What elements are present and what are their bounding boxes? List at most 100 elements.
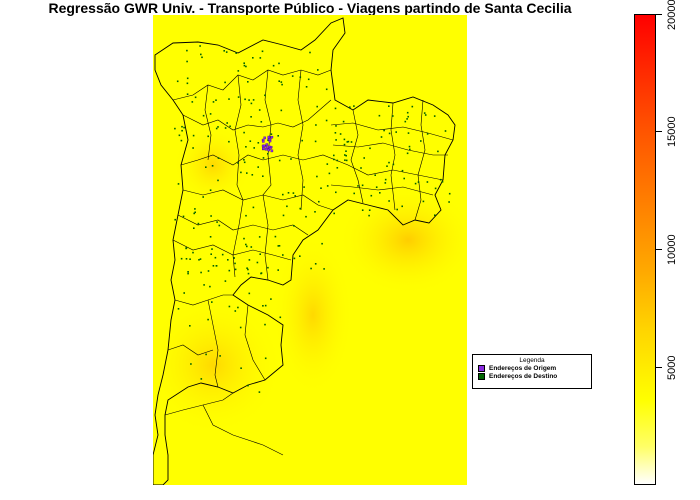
destination-point <box>383 129 385 132</box>
destination-point <box>361 184 364 187</box>
destination-point <box>210 215 212 217</box>
destination-point <box>245 65 247 68</box>
destination-point <box>177 183 180 185</box>
destination-point <box>237 96 240 98</box>
destination-point <box>237 70 240 72</box>
destination-point <box>353 192 355 195</box>
destination-point <box>202 114 205 117</box>
destination-point <box>192 134 195 137</box>
destination-point <box>227 259 229 261</box>
destination-point <box>444 130 447 132</box>
destination-point <box>370 194 373 197</box>
destination-point <box>336 159 339 162</box>
destination-point <box>248 259 251 261</box>
destination-point <box>301 139 303 142</box>
destination-point <box>199 45 201 47</box>
destination-point <box>243 237 245 240</box>
green-square-icon <box>478 373 485 380</box>
destination-point <box>423 112 426 114</box>
destination-point <box>339 133 342 135</box>
destination-point <box>258 391 261 393</box>
district-boundaries <box>164 69 454 456</box>
destination-point <box>309 51 311 54</box>
destination-point <box>277 245 280 247</box>
destination-point <box>185 247 187 250</box>
destination-point <box>408 145 411 148</box>
destination-point <box>186 82 189 85</box>
destination-point <box>406 118 408 120</box>
destination-point <box>239 326 242 329</box>
origin-point <box>264 148 268 151</box>
destination-point <box>223 50 225 52</box>
destination-point <box>250 246 253 248</box>
destination-point <box>287 192 290 194</box>
destination-point <box>326 163 329 165</box>
destination-point <box>406 152 409 155</box>
destination-point <box>253 147 255 149</box>
destination-point <box>353 105 355 107</box>
destination-point <box>388 200 390 202</box>
destination-point <box>270 298 272 300</box>
destination-point <box>333 154 335 157</box>
destination-point <box>307 78 310 81</box>
destination-point <box>411 105 414 108</box>
destination-point <box>318 200 320 203</box>
color-scale-tick-label: 20000 <box>666 0 678 30</box>
destination-point <box>219 355 221 357</box>
destination-point <box>375 186 378 188</box>
destination-point <box>258 109 261 111</box>
destination-point <box>386 165 388 167</box>
destination-point <box>335 191 337 194</box>
destination-point <box>380 136 383 138</box>
destination-point <box>336 167 339 169</box>
map-title: Regressão GWR Univ. - Transporte Público… <box>48 0 572 16</box>
destination-point <box>424 114 427 116</box>
legend-item-destination: Endereços de Destino <box>478 373 591 380</box>
destination-point <box>183 292 185 294</box>
destination-point <box>323 268 325 270</box>
destination-point <box>299 255 301 257</box>
destination-point <box>414 182 417 185</box>
destination-point <box>245 146 247 148</box>
destination-point <box>325 88 328 91</box>
destination-point <box>209 236 212 238</box>
origin-point <box>268 147 272 150</box>
destination-point <box>228 98 230 100</box>
destination-point <box>261 50 264 53</box>
surface-hotspot <box>143 295 283 435</box>
destination-point <box>185 258 188 260</box>
color-scale-tick <box>656 249 662 250</box>
destination-point <box>293 225 295 227</box>
destination-point <box>224 127 227 129</box>
destination-point <box>378 114 381 117</box>
destination-point <box>257 166 259 168</box>
legend-title: Legenda <box>519 357 545 364</box>
origin-point <box>263 136 266 140</box>
destination-point <box>401 205 403 208</box>
destination-point <box>215 99 217 101</box>
destination-point <box>221 253 224 256</box>
destination-point <box>187 272 189 275</box>
destination-point <box>187 271 189 273</box>
origin-point <box>267 135 271 139</box>
destination-point <box>262 175 264 177</box>
origin-point <box>270 135 274 139</box>
choropleth-map <box>143 15 478 486</box>
destination-point <box>346 141 349 143</box>
destination-point <box>224 280 227 282</box>
destination-point <box>243 64 246 67</box>
destination-point <box>181 125 183 128</box>
destination-point <box>404 120 407 123</box>
destination-point <box>335 139 337 141</box>
destination-point <box>243 131 245 134</box>
destination-point <box>280 81 283 83</box>
destination-point <box>237 306 239 309</box>
destination-point <box>388 132 391 135</box>
destination-point <box>200 378 203 380</box>
destination-point <box>250 116 252 118</box>
destination-point <box>177 308 180 310</box>
destination-point <box>290 158 292 160</box>
destination-point <box>434 187 437 190</box>
destination-point <box>334 107 337 110</box>
destination-point <box>237 162 239 164</box>
